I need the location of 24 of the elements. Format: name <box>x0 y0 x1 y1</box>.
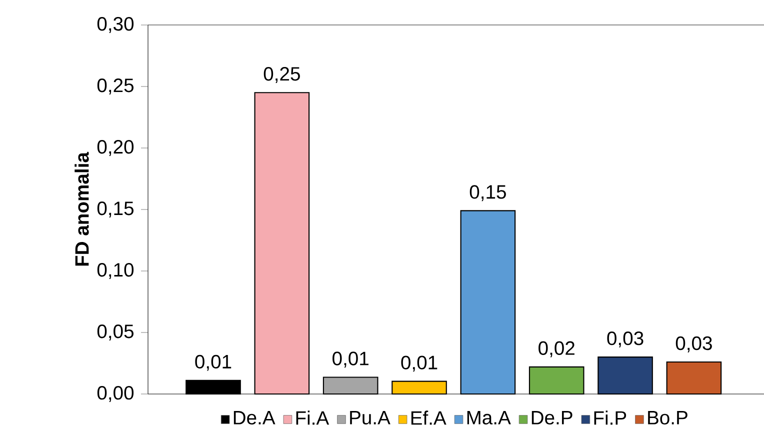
legend-label: Fi.P <box>594 410 626 425</box>
data-label: 0,01 <box>332 352 368 368</box>
y-tick-label: 0,25 <box>97 78 134 94</box>
y-tick-label: 0,10 <box>97 262 134 279</box>
y-axis-title: FD anomalia <box>74 152 89 266</box>
data-label: 0,15 <box>470 185 506 202</box>
y-tick-label: 0,20 <box>97 140 134 156</box>
data-label: 0,03 <box>607 331 644 348</box>
data-label: 0,02 <box>538 341 574 358</box>
legend-label: De.P <box>532 411 572 424</box>
legend-label: Pu.A <box>350 411 390 424</box>
data-label: 0,25 <box>264 67 300 83</box>
legend-label: De.A <box>234 411 276 424</box>
legend-label: Fi.A <box>296 410 330 425</box>
data-label: 0,01 <box>195 354 232 371</box>
y-tick-label: 0,00 <box>97 386 134 402</box>
y-tick-label: 0,05 <box>97 324 134 340</box>
legend-label: Ma.A <box>467 411 511 424</box>
y-tick-label: 0,15 <box>97 201 134 218</box>
y-tick-label: 0,30 <box>97 17 134 33</box>
data-label: 0,03 <box>676 336 712 352</box>
legend-label: Bo.P <box>648 411 688 424</box>
data-label: 0,01 <box>401 356 438 372</box>
legend-label: Ef.A <box>411 410 446 425</box>
